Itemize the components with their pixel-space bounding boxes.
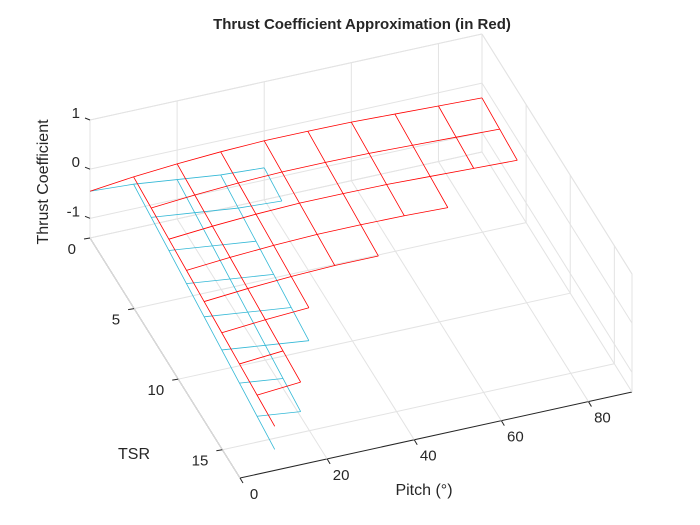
grid-line — [438, 161, 589, 402]
grid-line — [222, 363, 615, 451]
y-tick-label: 15 — [192, 453, 209, 470]
grid-line — [481, 33, 633, 275]
mesh-column — [438, 105, 475, 169]
mesh-column — [350, 121, 405, 216]
y-axis-label: TSR — [118, 446, 150, 463]
tick-mark — [216, 449, 223, 452]
grid-line — [134, 222, 527, 310]
x-tick-label: 0 — [250, 486, 258, 503]
mesh-row — [151, 128, 500, 209]
tick-mark — [500, 420, 505, 426]
x-axis-label: Pitch (°) — [395, 482, 452, 499]
mesh-column — [220, 151, 310, 308]
grid-line — [89, 131, 483, 219]
mesh-column — [176, 163, 301, 383]
tick-mark — [239, 477, 244, 484]
tick-mark — [83, 237, 91, 240]
mesh-row — [89, 97, 483, 192]
mesh-column — [394, 113, 449, 208]
z-axis-label: Thrust Coefficient — [35, 119, 52, 245]
tick-mark — [84, 166, 91, 170]
tick-mark — [326, 458, 331, 465]
grid-line — [89, 82, 483, 170]
mesh-column — [220, 174, 310, 341]
tick-mark — [84, 215, 91, 219]
chart-title: Thrust Coefficient Approximation (in Red… — [213, 16, 511, 33]
mesh-row — [186, 207, 448, 271]
z-tick-label: 1 — [72, 105, 80, 122]
mesh-column — [176, 179, 301, 412]
grid-line — [178, 292, 571, 380]
mesh-column — [133, 176, 276, 427]
mesh-row — [168, 159, 518, 240]
x-tick-label: 80 — [594, 410, 611, 427]
grid-line — [89, 151, 483, 239]
tick-mark — [588, 401, 592, 407]
x-tick-label: 40 — [420, 448, 437, 465]
grid-line — [481, 82, 633, 324]
mesh-row — [151, 200, 282, 218]
y-tick-label: 5 — [112, 312, 120, 329]
grid-line — [176, 218, 328, 460]
y-tick-label: 10 — [148, 382, 165, 399]
mesh-row — [256, 381, 301, 396]
mesh-row — [239, 350, 284, 365]
mesh-column — [133, 184, 276, 450]
grid-line — [481, 132, 633, 373]
mesh-column — [263, 140, 336, 266]
mesh-row — [257, 411, 301, 417]
grid-line — [89, 237, 241, 479]
z-tick-label: -1 — [67, 203, 80, 220]
tick-mark — [84, 117, 91, 121]
grid-line — [89, 33, 483, 121]
tick-mark — [172, 378, 179, 381]
grid-line — [263, 199, 415, 441]
mesh-column — [263, 167, 283, 202]
mesh-column — [481, 97, 518, 161]
tick-mark — [128, 308, 135, 311]
axis-line — [239, 391, 633, 479]
box-edge — [481, 151, 633, 393]
mesh-column — [307, 131, 379, 257]
x-tick-label: 20 — [333, 467, 350, 484]
y-tick-label: 0 — [68, 241, 76, 258]
grid-line — [350, 180, 502, 421]
z-tick-label: 0 — [72, 154, 80, 171]
tick-mark — [413, 439, 418, 446]
x-tick-label: 60 — [507, 429, 524, 446]
mesh-row — [239, 378, 284, 384]
